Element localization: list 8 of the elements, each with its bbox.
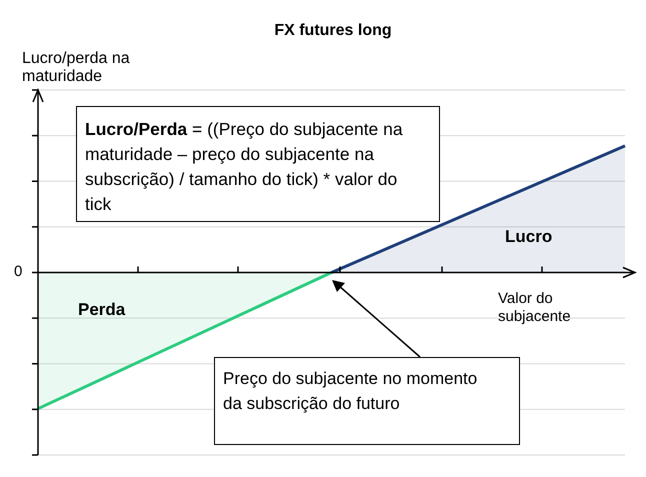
annotation: Lucro bbox=[505, 227, 552, 246]
x-axis-title: Valor do subjacente bbox=[498, 290, 572, 326]
callout-text-box: Preço do subjacente no momento da subscrição do futuro bbox=[214, 357, 520, 445]
chart-title: FX futures long bbox=[273, 22, 393, 40]
annotation: Perda bbox=[78, 300, 126, 319]
y-axis-title: Lucro/perda na maturidade bbox=[22, 50, 131, 86]
text: 0 bbox=[14, 263, 22, 281]
formula-text-box: Lucro/Perda = ((Preço do subjacente na maturidade – preço do subjacente na subscrição) / tamanho do tick) * valor do tick bbox=[76, 106, 440, 222]
